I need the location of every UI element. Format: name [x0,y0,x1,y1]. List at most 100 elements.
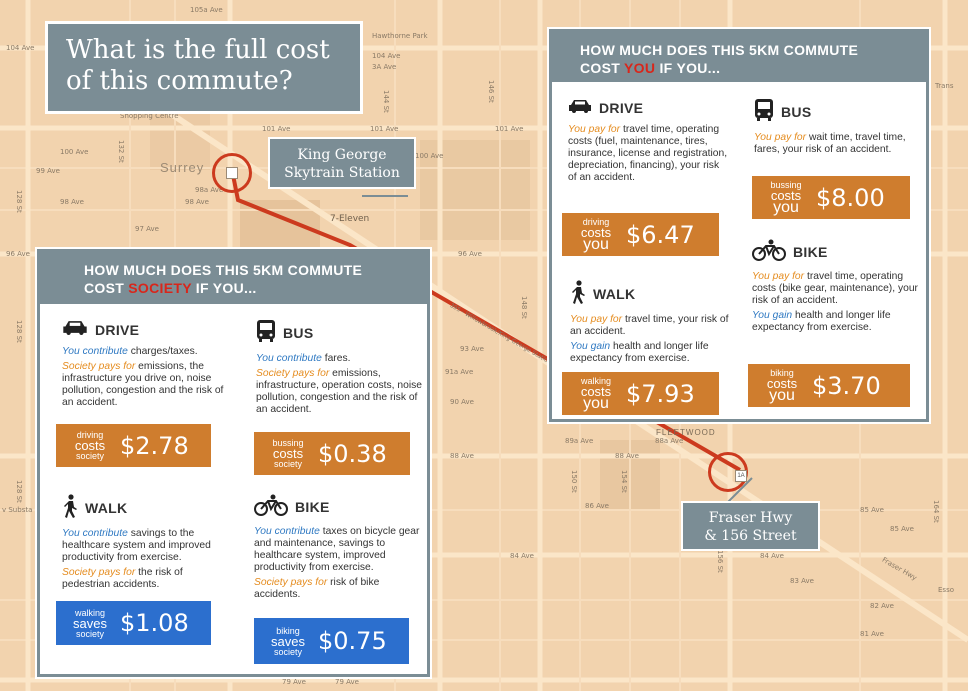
street-label: 144 St [382,90,390,113]
value-driving-costs-you: $6.47 [626,220,695,249]
mode-name-walk: WALK [85,500,128,516]
street-label: 148 St [520,296,528,319]
badge-walking-costs-you: walking costs you $7.93 [562,372,719,415]
mode-name-walk: WALK [593,286,636,302]
street-label: 100 Ave [60,148,89,156]
street-label: 86 Ave [585,502,609,510]
street-label: 100 Ave [415,152,444,160]
callout-fraser-hwy: Fraser Hwy & 156 Street [681,501,820,551]
street-label: 101 Ave [370,125,399,133]
street-label: 164 St [932,500,940,523]
mode-name-bus: BUS [781,104,812,120]
place-label-fleetwood: FLEETWOOD [656,428,716,437]
street-label: 101 Ave [262,125,291,133]
street-label: 97 Ave [135,225,159,233]
mode-name-bike: BIKE [793,244,828,260]
cost-society-panel: HOW MUCH DOES THIS 5KM COMMUTE COST SOCI… [37,249,430,677]
mode-name-drive: DRIVE [599,100,644,116]
you-bike-section: BIKE You pay for travel time, operating … [752,239,920,337]
street-label: 98 Ave [60,198,84,206]
street-label: 154 St [620,470,628,493]
street-label: 82 Ave [870,602,894,610]
you-walk-section: WALK You pay for travel time, your risk … [570,280,730,368]
street-label: 98a Ave [195,186,224,194]
value-driving-costs-society: $2.78 [120,431,189,460]
highway-1a-marker-icon: 1A [735,470,747,482]
street-label: 93 Ave [460,345,484,353]
street-label: 128 St [15,190,23,213]
street-label: 90 Ave [450,398,474,406]
panel-heading: HOW MUCH DOES THIS 5KM COMMUTE COST SOCI… [40,252,427,304]
value-walking-saves-society: $1.08 [120,609,189,637]
street-label: 84 Ave [510,552,534,560]
street-label: 96 Ave [6,250,30,258]
street-label: 7-Eleven [330,214,370,224]
mode-name-drive: DRIVE [95,321,140,338]
badge-walking-saves-society: walking saves society $1.08 [56,601,211,645]
walking-person-icon [62,494,78,522]
panel-heading: HOW MUCH DOES THIS 5KM COMMUTE COST YOU … [552,32,926,82]
callout-line: King George [297,147,387,163]
value-bussing-costs-society: $0.38 [318,439,387,468]
street-label: Esso [938,586,954,594]
street-label: 3A Ave [372,63,397,71]
street-label: 105a Ave [190,6,223,14]
street-label: 128 St [15,480,23,503]
bus-icon [754,98,774,126]
bicycle-icon [752,239,786,265]
heading-line-2: COST SOCIETY IF YOU... [84,280,257,296]
badge-bussing-costs-you: bussing costs you $8.00 [752,176,910,219]
street-label: Shopping Centre [120,112,179,120]
heading-highlight: SOCIETY [128,280,192,296]
street-label: 96 Ave [458,250,482,258]
street-label: 104 Ave [372,52,401,60]
heading-line-1: HOW MUCH DOES THIS 5KM COMMUTE [580,42,859,58]
you-bus-section: BUS You pay for wait time, travel time, … [754,98,914,159]
street-label: 104 Ave [6,44,35,52]
bicycle-icon [254,494,288,520]
street-label: 84 Ave [760,552,784,560]
street-label: 79 Ave [335,678,359,686]
mode-name-bike: BIKE [295,499,330,515]
street-label: 132 St [117,140,125,163]
heading-line-2: COST YOU IF YOU... [580,60,721,76]
street-label: 146 St [487,80,495,103]
street-label: Trans [935,82,954,90]
street-label: 88 Ave [450,452,474,460]
car-icon [62,319,88,340]
badge-driving-costs-you: driving costs you $6.47 [562,213,719,256]
society-bike-section: BIKE You contribute taxes on bicycle gea… [254,494,424,604]
place-label-surrey: Surrey [160,160,205,175]
badge-biking-costs-you: biking costs you $3.70 [748,364,910,407]
street-label: 85 Ave [860,506,884,514]
mode-name-bus: BUS [283,325,314,341]
walking-person-icon [570,280,586,308]
cost-you-panel: HOW MUCH DOES THIS 5KM COMMUTE COST YOU … [549,29,929,422]
street-label: 89a Ave [565,437,594,445]
street-label: 81 Ave [860,630,884,638]
callout-line: Skytrain Station [284,165,400,181]
callout-king-george-station: King George Skytrain Station [268,137,416,189]
you-drive-section: DRIVE You pay for travel time, operating… [568,98,728,183]
callout-line: Fraser Hwy [708,510,793,526]
street-label: 128 St [15,320,23,343]
street-label: Hawthorne Park [372,32,428,40]
street-label: 99 Ave [36,167,60,175]
car-icon [568,98,592,118]
society-drive-section: DRIVE You contribute charges/taxes. Soci… [62,319,232,412]
street-label: v Substa [2,506,33,514]
society-walk-section: WALK You contribute savings to the healt… [62,494,230,594]
value-biking-saves-society: $0.75 [318,627,387,655]
badge-bussing-costs-society: bussing costs society $0.38 [254,432,410,475]
badge-biking-saves-society: biking saves society $0.75 [254,618,409,664]
street-label: 150 St [570,470,578,493]
king-george-location-ring [212,153,252,193]
heading-line-1: HOW MUCH DOES THIS 5KM COMMUTE [84,262,363,278]
street-label: 101 Ave [495,125,524,133]
skytrain-station-icon [226,167,238,179]
street-label: 156 St [716,550,724,573]
street-label: 88 Ave [615,452,639,460]
badge-driving-costs-society: driving costs society $2.78 [56,424,211,467]
heading-highlight: YOU [624,60,656,76]
society-bus-section: BUS You contribute fares. Society pays f… [256,319,424,419]
